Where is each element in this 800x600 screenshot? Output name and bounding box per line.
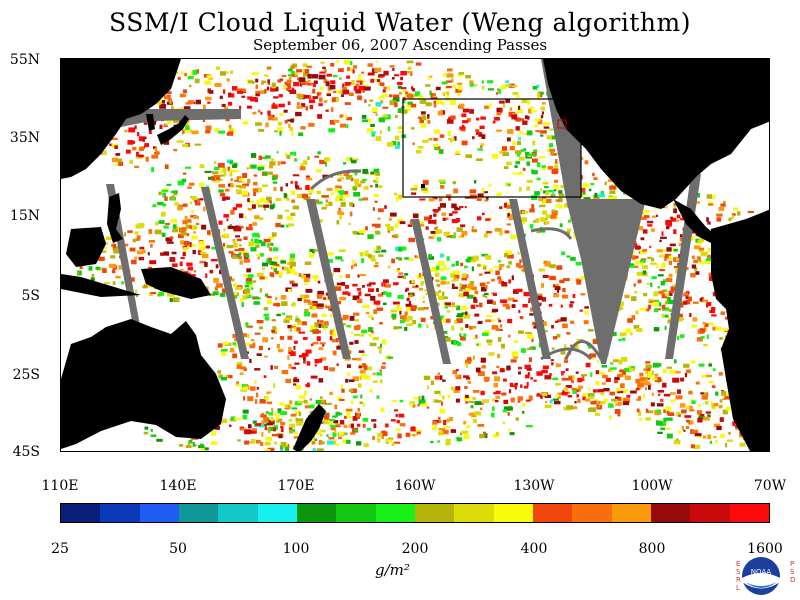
- swath-gap: [541, 59, 646, 364]
- land-mass: [61, 319, 226, 449]
- x-tick-label: 100W: [631, 478, 673, 494]
- y-tick-label: 25S: [12, 367, 40, 383]
- colorbar-swatch: [729, 504, 769, 522]
- swath-gap: [306, 199, 351, 359]
- colorbar-swatch: [257, 504, 297, 522]
- colorbar-tick-label: 50: [169, 541, 187, 557]
- colorbar-swatch: [139, 504, 179, 522]
- x-tick-label: 140E: [159, 478, 197, 494]
- x-tick-label: 160W: [394, 478, 436, 494]
- logo-text: NOAA: [751, 568, 772, 576]
- colorbar-swatch: [178, 504, 219, 522]
- noaa-logo: NOAA: [742, 557, 780, 595]
- y-tick-label: 15N: [9, 208, 40, 224]
- region-box: [402, 98, 582, 198]
- swath-edge: [309, 169, 362, 191]
- y-tick-label: 45S: [12, 444, 40, 460]
- colorbar-swatch: [218, 504, 258, 522]
- land-mass: [107, 193, 123, 243]
- land-mass: [421, 184, 425, 188]
- colorbar-swatch: [100, 504, 140, 522]
- land-mass: [157, 115, 189, 145]
- cloud-water-map: [61, 59, 769, 451]
- colorbar-swatch: [532, 504, 573, 522]
- colorbar-swatch: [572, 504, 612, 522]
- colorbar-swatch: [375, 504, 415, 522]
- x-tick-label: 70W: [753, 478, 787, 494]
- x-tick-label: 110E: [41, 478, 79, 494]
- land-mass: [711, 209, 769, 451]
- land-mass: [61, 59, 181, 179]
- colorbar-tick-label: 25: [51, 541, 69, 557]
- colorbar: [60, 503, 770, 523]
- colorbar-tick-label: 100: [282, 541, 310, 557]
- swath-edge: [540, 347, 593, 361]
- swath-gap: [509, 199, 551, 359]
- colorbar-unit-label: g/m²: [375, 561, 410, 579]
- colorbar-swatch: [454, 504, 494, 522]
- map-panel: [60, 58, 770, 452]
- colorbar-swatch: [296, 504, 337, 522]
- colorbar-swatch: [690, 504, 730, 522]
- colorbar-swatch: [493, 504, 533, 522]
- land-masses: [61, 59, 769, 451]
- map-subtitle: September 06, 2007 Ascending Passes: [252, 36, 548, 54]
- land-mass: [673, 199, 716, 243]
- x-tick-label: 130W: [513, 478, 555, 494]
- colorbar-tick-label: 800: [638, 541, 666, 557]
- colorbar-tick-label: 1600: [747, 541, 783, 557]
- map-title: SSM/I Cloud Liquid Water (Weng algorithm…: [109, 8, 691, 37]
- colorbar-swatch: [650, 504, 691, 522]
- swath-gap: [411, 219, 451, 364]
- colorbar-swatch: [414, 504, 455, 522]
- swath-edge: [530, 227, 573, 240]
- y-tick-label: 5S: [21, 288, 41, 304]
- y-tick-label: 35N: [9, 130, 40, 146]
- land-mass: [66, 227, 106, 267]
- colorbar-swatch: [611, 504, 651, 522]
- land-mass: [146, 114, 155, 131]
- colorbar-tick-label: 200: [401, 541, 429, 557]
- land-mass: [141, 267, 211, 299]
- small-region-box: [557, 119, 567, 129]
- land-mass: [543, 59, 769, 209]
- y-tick-label: 55N: [9, 52, 40, 68]
- swath-edge: [564, 340, 603, 360]
- colorbar-tick-label: 400: [520, 541, 548, 557]
- land-mass: [293, 404, 326, 451]
- colorbar-swatch: [336, 504, 376, 522]
- x-tick-label: 170E: [277, 478, 315, 494]
- colorbar-swatch: [61, 504, 101, 522]
- land-mass: [61, 274, 141, 297]
- swath-gap: [201, 187, 249, 359]
